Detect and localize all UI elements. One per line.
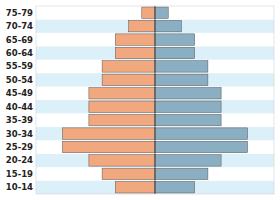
y-tick-label: 55-59: [6, 61, 33, 71]
y-tick-label: 25-29: [6, 142, 33, 152]
bar: [155, 20, 181, 31]
bar: [155, 47, 195, 58]
bar: [155, 88, 221, 99]
bar: [155, 7, 168, 18]
bar: [89, 155, 155, 166]
y-tick-label: 30-34: [6, 129, 33, 139]
y-tick-label: 35-39: [6, 115, 33, 125]
row-backgrounds: [36, 6, 274, 194]
bar: [89, 114, 155, 125]
bar: [62, 128, 155, 139]
bar: [102, 61, 155, 72]
bar: [115, 34, 155, 45]
y-tick-label: 15-19: [6, 169, 33, 179]
y-tick-label: 65-69: [6, 35, 33, 45]
y-tick-label: 60-64: [6, 48, 33, 58]
bar: [155, 101, 221, 112]
bar: [89, 88, 155, 99]
bar: [102, 74, 155, 85]
bar: [155, 34, 195, 45]
plot-frame: [36, 6, 274, 194]
bar: [155, 61, 208, 72]
bar: [155, 74, 208, 85]
center-line: [155, 6, 156, 194]
bar: [155, 128, 248, 139]
bar: [62, 141, 155, 152]
y-tick-label: 50-54: [6, 75, 33, 85]
bar: [142, 7, 155, 18]
y-tick-label: 75-79: [6, 8, 33, 18]
y-tick-label: 45-49: [6, 88, 33, 98]
bar: [115, 47, 155, 58]
bar: [155, 182, 195, 193]
bar: [129, 20, 155, 31]
y-tick-label: 10-14: [6, 182, 33, 192]
y-tick-label: 20-24: [6, 155, 33, 165]
y-tick-label: 40-44: [6, 102, 33, 112]
bar: [89, 101, 155, 112]
y-tick-label: 70-74: [6, 21, 33, 31]
bar: [155, 155, 221, 166]
y-tick-labels: 10-14 15-19 20-24 25-29 30-34 35-39 40-44 45-49…: [6, 8, 33, 193]
bar: [155, 114, 221, 125]
bar: [155, 141, 248, 152]
chart-container: 10-14 15-19 20-24 25-29 30-34 35-39 40-44 45-49…: [0, 0, 280, 200]
bar: [102, 168, 155, 179]
bar: [155, 168, 208, 179]
bar: [115, 182, 155, 193]
chart: 10-14 15-19 20-24 25-29 30-34 35-39 40-44 45-49…: [0, 0, 280, 200]
